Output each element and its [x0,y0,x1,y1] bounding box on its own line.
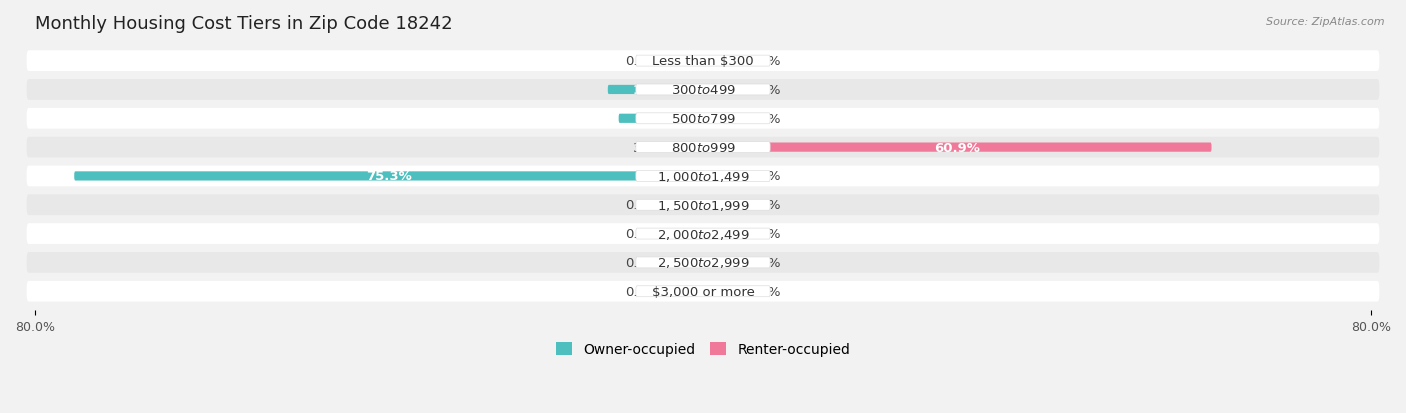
Legend: Owner-occupied, Renter-occupied: Owner-occupied, Renter-occupied [550,337,856,362]
FancyBboxPatch shape [665,114,703,123]
Text: $300 to $499: $300 to $499 [671,84,735,97]
FancyBboxPatch shape [27,51,1379,72]
FancyBboxPatch shape [27,252,1379,273]
FancyBboxPatch shape [619,114,703,123]
FancyBboxPatch shape [607,85,703,95]
Text: 10.1%: 10.1% [638,112,683,126]
Text: 0.0%: 0.0% [626,228,659,240]
FancyBboxPatch shape [27,195,1379,216]
FancyBboxPatch shape [636,142,770,153]
FancyBboxPatch shape [665,57,703,66]
FancyBboxPatch shape [703,201,741,210]
Text: 75.3%: 75.3% [366,170,412,183]
FancyBboxPatch shape [703,57,741,66]
FancyBboxPatch shape [27,224,1379,244]
Text: 0.0%: 0.0% [747,199,780,212]
Text: 60.9%: 60.9% [935,141,980,154]
Text: 0.0%: 0.0% [747,228,780,240]
Text: $2,000 to $2,499: $2,000 to $2,499 [657,227,749,241]
FancyBboxPatch shape [27,80,1379,101]
FancyBboxPatch shape [665,258,703,267]
Text: 0.0%: 0.0% [626,256,659,269]
FancyBboxPatch shape [676,143,703,152]
FancyBboxPatch shape [665,172,703,181]
FancyBboxPatch shape [703,143,1212,152]
Text: $800 to $999: $800 to $999 [671,141,735,154]
FancyBboxPatch shape [703,143,741,152]
Text: 0.0%: 0.0% [626,199,659,212]
FancyBboxPatch shape [636,257,770,268]
FancyBboxPatch shape [636,171,770,182]
FancyBboxPatch shape [75,172,703,181]
FancyBboxPatch shape [27,281,1379,302]
Text: $2,500 to $2,999: $2,500 to $2,999 [657,256,749,270]
FancyBboxPatch shape [636,114,770,124]
FancyBboxPatch shape [703,114,741,123]
FancyBboxPatch shape [27,109,1379,129]
Text: 0.0%: 0.0% [747,84,780,97]
FancyBboxPatch shape [665,201,703,210]
Text: 0.0%: 0.0% [626,55,659,68]
FancyBboxPatch shape [665,143,703,152]
FancyBboxPatch shape [27,166,1379,187]
Text: 0.0%: 0.0% [747,285,780,298]
FancyBboxPatch shape [636,228,770,240]
Text: $1,500 to $1,999: $1,500 to $1,999 [657,198,749,212]
FancyBboxPatch shape [665,229,703,239]
FancyBboxPatch shape [636,85,770,96]
Text: 0.0%: 0.0% [626,285,659,298]
Text: $500 to $799: $500 to $799 [671,112,735,126]
Text: Source: ZipAtlas.com: Source: ZipAtlas.com [1267,17,1385,26]
FancyBboxPatch shape [665,85,703,95]
Text: 0.0%: 0.0% [747,170,780,183]
Text: 0.0%: 0.0% [747,112,780,126]
FancyBboxPatch shape [636,200,770,211]
FancyBboxPatch shape [703,287,741,296]
FancyBboxPatch shape [636,286,770,297]
FancyBboxPatch shape [703,85,741,95]
FancyBboxPatch shape [703,229,741,239]
Text: $1,000 to $1,499: $1,000 to $1,499 [657,169,749,183]
FancyBboxPatch shape [636,56,770,67]
Text: 11.4%: 11.4% [633,84,678,97]
Text: 3.2%: 3.2% [633,141,666,154]
FancyBboxPatch shape [27,138,1379,158]
Text: Less than $300: Less than $300 [652,55,754,68]
Text: 0.0%: 0.0% [747,55,780,68]
FancyBboxPatch shape [703,172,741,181]
Text: 0.0%: 0.0% [747,256,780,269]
FancyBboxPatch shape [703,258,741,267]
Text: Monthly Housing Cost Tiers in Zip Code 18242: Monthly Housing Cost Tiers in Zip Code 1… [35,15,453,33]
Text: $3,000 or more: $3,000 or more [651,285,755,298]
FancyBboxPatch shape [665,287,703,296]
